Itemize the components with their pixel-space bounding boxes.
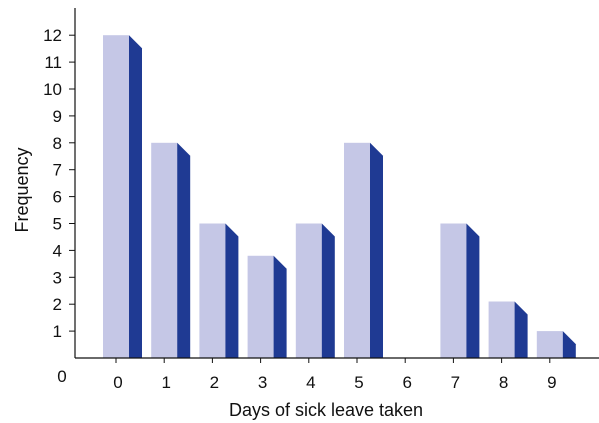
- x-ticks-group: 0 1 2 3 4 5 6 7 8 9: [113, 358, 557, 392]
- bar-side-0: [129, 35, 142, 358]
- x-tick-label-2: 2: [210, 373, 219, 392]
- y-tick-label-10: 10: [43, 80, 62, 99]
- y-axis-title: Frequency: [12, 147, 32, 232]
- y-tick-label-7: 7: [53, 161, 62, 180]
- bar-front-2: [199, 223, 226, 358]
- bar-front-7: [440, 223, 467, 358]
- bar-front-0: [103, 35, 129, 358]
- bar-side-3: [273, 255, 287, 358]
- x-tick-label-7: 7: [451, 373, 460, 392]
- bar-side-1: [177, 142, 191, 358]
- bar-side-5: [370, 142, 383, 358]
- y-tick-label-9: 9: [53, 107, 62, 126]
- x-tick-label-0: 0: [113, 373, 122, 392]
- bars-group: [103, 35, 576, 358]
- y-tick-label-6: 6: [53, 188, 62, 207]
- x-tick-label-5: 5: [354, 373, 363, 392]
- y-tick-label-1: 1: [53, 322, 62, 341]
- bar-front-5: [344, 142, 370, 358]
- bar-front-4: [295, 223, 322, 358]
- y-tick-label-12: 12: [43, 26, 62, 45]
- bar-front-3: [247, 255, 274, 358]
- bar-front-8: [488, 301, 515, 358]
- x-tick-label-6: 6: [402, 373, 411, 392]
- y-tick-label-2: 2: [53, 295, 62, 314]
- bar-side-9: [562, 331, 576, 358]
- bar-front-1: [151, 142, 178, 358]
- x-axis-title: Days of sick leave taken: [229, 400, 423, 420]
- y-tick-label-11: 11: [44, 53, 62, 72]
- y-tick-label-8: 8: [53, 134, 62, 153]
- x-tick-label-1: 1: [161, 373, 170, 392]
- bar-side-2: [225, 223, 239, 358]
- y-tick-label-4: 4: [53, 241, 62, 260]
- x-tick-label-8: 8: [499, 373, 508, 392]
- x-tick-label-4: 4: [306, 373, 315, 392]
- bar-side-8: [514, 301, 528, 358]
- origin-label: 0: [57, 367, 66, 386]
- y-tick-label-3: 3: [53, 268, 62, 287]
- bar-side-7: [466, 223, 480, 358]
- axes-group: [74, 8, 599, 359]
- x-tick-label-9: 9: [547, 373, 556, 392]
- bar-side-4: [321, 223, 335, 358]
- x-tick-label-3: 3: [258, 373, 267, 392]
- y-tick-label-5: 5: [53, 215, 62, 234]
- bar-front-9: [536, 331, 563, 358]
